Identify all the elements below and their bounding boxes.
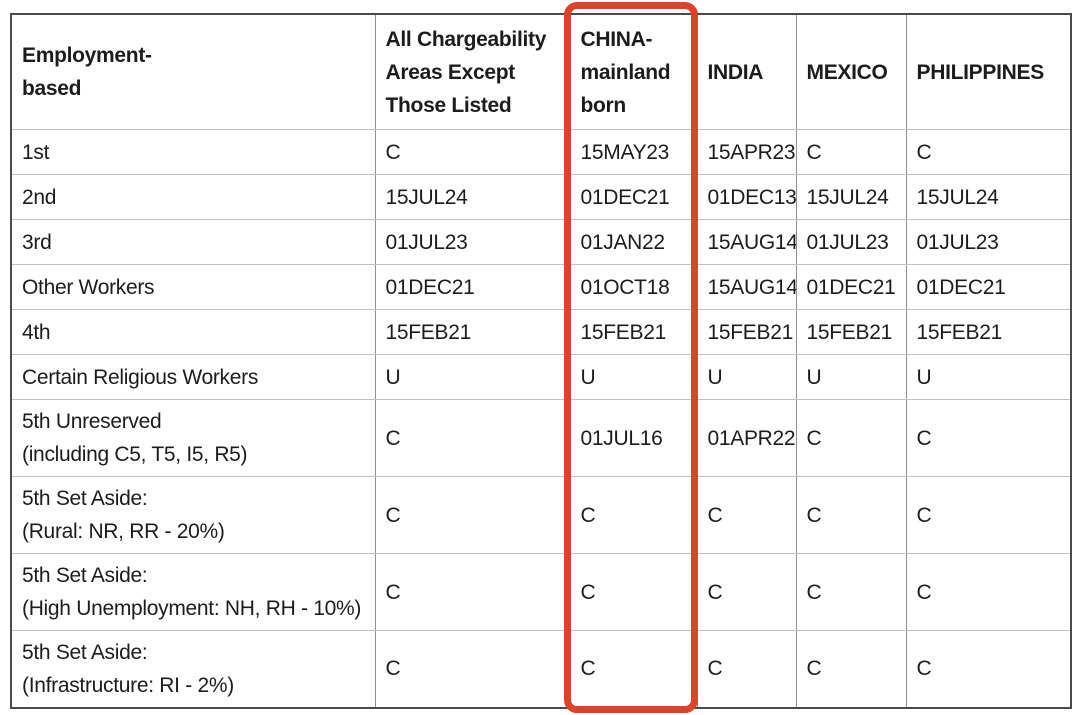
row-label: 1st — [10, 129, 376, 175]
table-cell: 15JUL24 — [795, 174, 907, 220]
table-cell: 01APR22 — [696, 399, 797, 477]
table-cell: 15MAY23 — [569, 129, 698, 175]
table-row-religious-workers: Certain Religious Workers U U U U U — [10, 354, 1072, 400]
table-cell: C — [374, 129, 571, 175]
table-cell: C — [795, 129, 907, 175]
row-label: 4th — [10, 309, 376, 355]
table-cell: 15FEB21 — [374, 309, 571, 355]
table-cell: C — [374, 630, 571, 708]
table-cell: 15FEB21 — [696, 309, 797, 355]
column-header-china-mainland: CHINA- mainland born — [569, 13, 698, 130]
table-row-5th-infrastructure: 5th Set Aside: (Infrastructure: RI - 2%)… — [10, 630, 1072, 708]
table-cell: C — [569, 553, 698, 631]
table-cell: C — [795, 630, 907, 708]
visa-bulletin-table: Employment- based All Chargeability Area… — [10, 13, 1072, 709]
table-cell: U — [569, 354, 698, 400]
table-cell: C — [374, 399, 571, 477]
table-cell: 15FEB21 — [569, 309, 698, 355]
table-cell: 01JUL23 — [795, 219, 907, 265]
table-row-2nd: 2nd 15JUL24 01DEC21 01DEC13 15JUL24 15JU… — [10, 174, 1072, 220]
column-header-india: INDIA — [696, 13, 797, 130]
table-cell: 15JUL24 — [374, 174, 571, 220]
table-cell: 15APR23 — [696, 129, 797, 175]
table-row-5th-rural: 5th Set Aside: (Rural: NR, RR - 20%) C C… — [10, 476, 1072, 554]
row-label: Other Workers — [10, 264, 376, 310]
row-label: 3rd — [10, 219, 376, 265]
table-cell: 01JUL16 — [569, 399, 698, 477]
table-cell: 01DEC21 — [795, 264, 907, 310]
table-cell: 01DEC21 — [905, 264, 1072, 310]
table-row-5th-high-unemployment: 5th Set Aside: (High Unemployment: NH, R… — [10, 553, 1072, 631]
table-cell: C — [569, 630, 698, 708]
table-cell: C — [905, 399, 1072, 477]
column-header-all-chargeability: All Chargeability Areas Except Those Lis… — [374, 13, 571, 130]
table-cell: 15AUG14 — [696, 264, 797, 310]
table-cell: C — [795, 399, 907, 477]
table-row-other-workers: Other Workers 01DEC21 01OCT18 15AUG14 01… — [10, 264, 1072, 310]
row-label: Certain Religious Workers — [10, 354, 376, 400]
table-cell: C — [905, 476, 1072, 554]
table-cell: 01JUL23 — [905, 219, 1072, 265]
table-cell: 01DEC21 — [569, 174, 698, 220]
table-row-5th-unreserved: 5th Unreserved (including C5, T5, I5, R5… — [10, 399, 1072, 477]
table-cell: C — [374, 553, 571, 631]
table-cell: C — [795, 553, 907, 631]
table-cell: 01JAN22 — [569, 219, 698, 265]
table-cell: U — [795, 354, 907, 400]
table-row-1st: 1st C 15MAY23 15APR23 C C — [10, 129, 1072, 175]
table-cell: C — [905, 129, 1072, 175]
table-cell: C — [569, 476, 698, 554]
table-cell: 15FEB21 — [795, 309, 907, 355]
table-cell: C — [374, 476, 571, 554]
row-label: 5th Set Aside: (Rural: NR, RR - 20%) — [10, 476, 376, 554]
table-cell: 01DEC13 — [696, 174, 797, 220]
table-cell: C — [696, 553, 797, 631]
table-cell: 15FEB21 — [905, 309, 1072, 355]
table-cell: U — [905, 354, 1072, 400]
table-row-4th: 4th 15FEB21 15FEB21 15FEB21 15FEB21 15FE… — [10, 309, 1072, 355]
column-header-philippines: PHILIPPINES — [905, 13, 1072, 130]
table-cell: 15JUL24 — [905, 174, 1072, 220]
table-cell: C — [696, 476, 797, 554]
column-header-mexico: MEXICO — [795, 13, 907, 130]
row-label: 5th Set Aside: (High Unemployment: NH, R… — [10, 553, 376, 631]
table-cell: 01DEC21 — [374, 264, 571, 310]
row-label: 5th Unreserved (including C5, T5, I5, R5… — [10, 399, 376, 477]
table-cell: C — [795, 476, 907, 554]
table-cell: 01JUL23 — [374, 219, 571, 265]
table-row-3rd: 3rd 01JUL23 01JAN22 15AUG14 01JUL23 01JU… — [10, 219, 1072, 265]
table-cell: C — [905, 553, 1072, 631]
table-cell: 01OCT18 — [569, 264, 698, 310]
row-label: 2nd — [10, 174, 376, 220]
header-row: Employment- based All Chargeability Area… — [10, 13, 1072, 130]
table-cell: U — [696, 354, 797, 400]
table-cell: 15AUG14 — [696, 219, 797, 265]
row-label: 5th Set Aside: (Infrastructure: RI - 2%) — [10, 630, 376, 708]
table-cell: U — [374, 354, 571, 400]
table-cell: C — [696, 630, 797, 708]
table-cell: C — [905, 630, 1072, 708]
column-header-employment-based: Employment- based — [10, 13, 376, 130]
